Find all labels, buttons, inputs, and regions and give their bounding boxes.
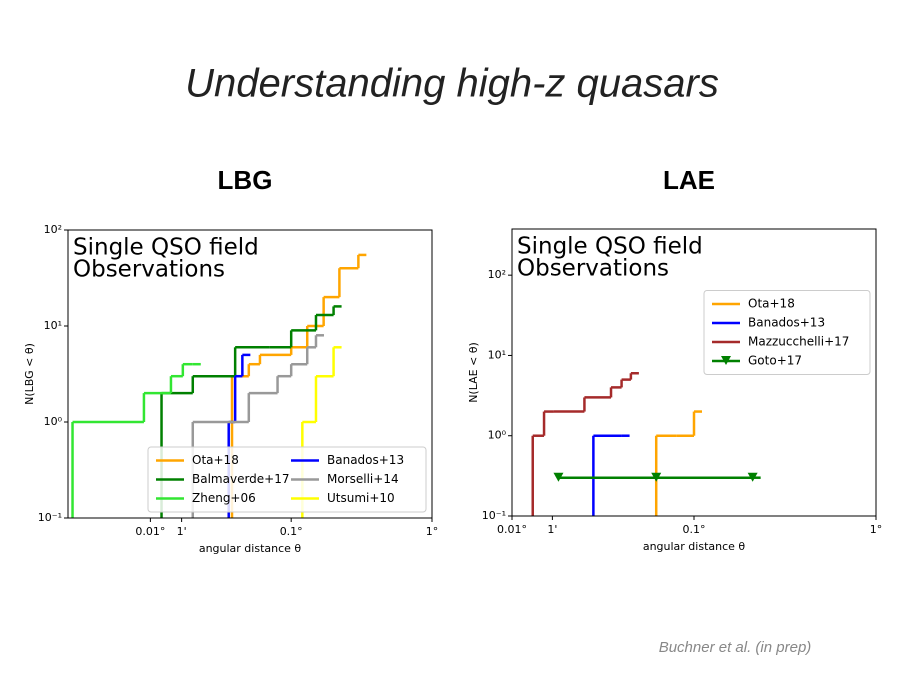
footer-citation: Buchner et al. (in prep) xyxy=(659,639,812,656)
y-tick-label: 10² xyxy=(44,223,62,236)
x-axis-label: angular distance θ xyxy=(199,542,302,555)
triangle-marker xyxy=(651,472,662,482)
legend-label: Utsumi+10 xyxy=(327,491,395,505)
legend-label: Ota+18 xyxy=(192,453,239,467)
legend-marker xyxy=(721,356,731,365)
legend-label: Banados+13 xyxy=(748,316,825,330)
panel-heading: LAE xyxy=(663,165,715,195)
legend-label: Balmaverde+17 xyxy=(192,472,290,486)
y-axis-label: N(LBG < θ) xyxy=(23,343,36,405)
plot-frame xyxy=(67,229,433,519)
plot-area xyxy=(531,372,761,516)
annotation: Observations xyxy=(517,256,669,282)
legend-box xyxy=(147,446,427,513)
y-tick-label: 10⁰ xyxy=(488,429,507,442)
legend-label: Banados+13 xyxy=(327,453,404,467)
x-tick-label: 1° xyxy=(426,525,439,538)
annotation: Single QSO field xyxy=(517,234,703,260)
x-tick-label: 0.01° xyxy=(135,525,165,538)
legend-label: Goto+17 xyxy=(748,354,802,368)
x-tick-label: 0.01° xyxy=(497,523,527,536)
x-axis-label: angular distance θ xyxy=(643,540,746,553)
y-tick-label: 10⁻¹ xyxy=(482,509,506,522)
x-tick-label: 1° xyxy=(870,523,883,536)
annotation: Observations xyxy=(73,257,225,283)
legend-label: Mazzucchelli+17 xyxy=(748,335,849,349)
y-tick-label: 10¹ xyxy=(488,348,506,361)
annotation: Single QSO field xyxy=(73,235,259,261)
triangle-marker xyxy=(747,472,758,482)
y-tick-label: 10¹ xyxy=(44,319,62,332)
x-tick-label: 1' xyxy=(177,525,187,538)
legend-label: Morselli+14 xyxy=(327,472,399,486)
y-tick-label: 10⁻¹ xyxy=(38,511,62,524)
y-tick-label: 10⁰ xyxy=(44,415,63,428)
x-tick-label: 0.1° xyxy=(683,523,706,536)
triangle-marker xyxy=(553,472,564,482)
x-tick-label: 0.1° xyxy=(280,525,303,538)
y-axis-label: N(LAE < θ) xyxy=(467,342,480,403)
legend-box xyxy=(703,290,871,375)
legend-label: Ota+18 xyxy=(748,297,795,311)
panel-heading: LBG xyxy=(218,165,273,195)
legend-label: Zheng+06 xyxy=(192,491,256,505)
slide-title: Understanding high-z quasars xyxy=(185,62,719,106)
x-tick-label: 1' xyxy=(547,523,557,536)
y-tick-label: 10² xyxy=(488,268,506,281)
